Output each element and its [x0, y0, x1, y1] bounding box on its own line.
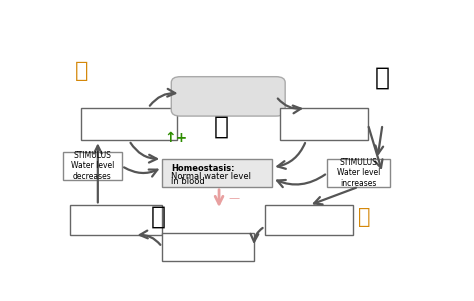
Text: STIMULUS
Water level
decreases: STIMULUS Water level decreases: [71, 151, 114, 181]
Text: 🫘: 🫘: [375, 66, 390, 90]
Text: in blood: in blood: [171, 177, 205, 186]
FancyBboxPatch shape: [162, 233, 254, 261]
Text: STIMULUS
Water level
increases: STIMULUS Water level increases: [337, 158, 380, 188]
Text: 💧: 💧: [213, 114, 228, 138]
Text: —: —: [228, 193, 239, 203]
Text: ↑+: ↑+: [164, 131, 187, 145]
FancyBboxPatch shape: [82, 108, 177, 140]
Text: 🫘: 🫘: [151, 205, 166, 229]
Text: 🫘: 🫘: [358, 207, 370, 227]
FancyBboxPatch shape: [280, 108, 368, 140]
FancyBboxPatch shape: [63, 152, 122, 180]
FancyBboxPatch shape: [70, 205, 162, 235]
Text: 🫘: 🫘: [74, 61, 88, 81]
FancyBboxPatch shape: [328, 159, 390, 187]
Text: Homeostasis:: Homeostasis:: [171, 164, 235, 173]
Text: Normal water level: Normal water level: [171, 172, 251, 181]
FancyBboxPatch shape: [265, 205, 353, 235]
FancyBboxPatch shape: [171, 77, 285, 116]
FancyBboxPatch shape: [162, 159, 272, 187]
